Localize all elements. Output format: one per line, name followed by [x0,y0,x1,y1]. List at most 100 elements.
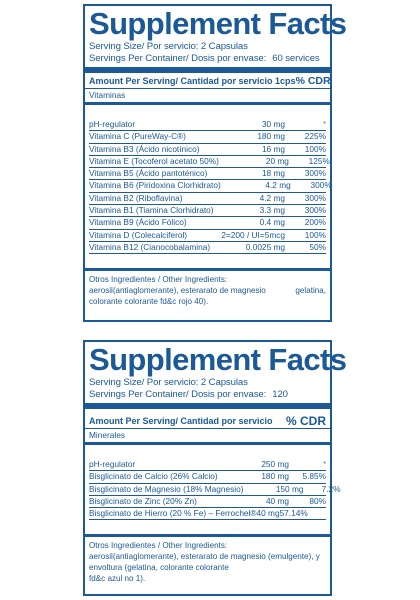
other-ingredients: Otros Ingredientes / Other Ingredients: … [89,537,326,584]
table-row: Vitamina C (PureWay-C®) 180 mg 225% [89,131,326,144]
table-row: Vitamina B2 (Riboflavina) 4.2 mg 300% [89,192,326,206]
other-ingredients-line: colorante colorante fd&c rojo 40). [89,297,209,307]
nutrient-name: Vitamina B1 (Tiamina Clorhidrato) [89,205,214,216]
nutrient-pct: 50% [309,241,326,252]
servings-label: Servings Per Container/ Dosis por envase… [89,52,267,64]
nutrient-amount: 4.2 mg [259,192,285,203]
nutrient-amount: 0.4 mg [259,217,285,228]
table-header: Amount Per Serving/ Cantidad por servici… [89,73,331,88]
other-ingredients-line: fd&c azul no 1). [89,574,146,584]
divider-mid [85,534,330,538]
table-row: Vitamina B9 (Ácido Fólico) 0.4 mg 200% [89,217,326,230]
other-ingredients: Otros Ingredientes / Other Ingredients: … [89,271,326,307]
table-row: Bisglicinato de Magnesio (18% Magnesio) 1… [89,483,341,496]
nutrient-amount: 0.0025 mg [245,241,285,252]
supplement-facts-panel-minerals: Supplement Facts Serving Size/ Por servi… [83,340,347,596]
header-amount: Amount Per Serving/ Cantidad por servici… [89,76,296,86]
nutrient-name: Vitamina B3 (Ácido nicotínico) [89,143,200,154]
servings-value: 60 services [272,52,320,64]
nutrient-name: Vitamina C (PureWay-C®) [89,131,186,142]
servings-per-container: Servings Per Container/ Dosis por envase… [89,389,326,401]
other-ingredients-line: aerosil(antiaglomerante), esterarato de … [89,286,266,296]
servings-value: 120 [272,388,288,400]
table-row: Bisglicinato de Hierro (20 % Fe) – Ferro… [89,508,326,521]
nutrient-pct: 200% [304,217,326,228]
other-ingredients-line: envoltura (gelatina, colorante colorante [89,563,229,573]
divider-thick [85,403,330,409]
table-row: Vitamina B12 (Cianocobalamina) 0.0025 mg 5… [89,241,326,255]
other-ingredients-title: Otros Ingredientes / Other Ingredients: [89,541,228,551]
nutrient-table: pH-regulator 30 mg * Vitamina C (PureWay-C®… [89,119,332,255]
nutrient-pct: * [323,121,326,128]
section-label: Minerales [89,430,125,440]
table-row: Vitamina E (Tocoferol acetato 50%) 20 mg 1… [89,155,330,169]
table-row: Vitamina B6 (Piridoxina Clorhidrato) 4.2 … [89,180,332,193]
header-pct: % CDR [285,414,326,428]
nutrient-amount: 30 mg [261,119,285,129]
nutrient-amount: 4.2 mg [265,180,291,191]
nutrient-name: Vitamina B2 (Riboflavina) [89,192,183,203]
panel-title: Supplement Facts [89,342,347,377]
nutrient-pct: 100% [304,229,326,240]
panel-title: Supplement Facts [89,6,347,41]
divider-thick [85,67,330,73]
serving-size: Serving Size/ Por servicio: 2 Capsulas [89,377,248,388]
nutrient-amount: 20 mg [265,155,289,166]
nutrient-pct: 300% [304,205,326,216]
nutrient-name: Bisglicinato de Hierro (20 % Fe) – Ferro… [89,508,308,519]
nutrient-amount: 40 mg [265,495,289,506]
nutrient-name: Vitamina B9 (Ácido Fólico) [89,217,187,228]
other-ingredients-title: Otros Ingredientes / Other Ingredients: [89,275,228,285]
table-row: pH-regulator 30 mg * [89,119,326,132]
nutrient-pct: 300% [304,192,326,203]
divider-mid [85,442,330,445]
table-header: Amount Per Serving/ Cantidad por servici… [89,409,326,428]
nutrient-name: Vitamina B5 (Ácido pantoténico) [89,168,208,179]
nutrient-pct [368,508,405,519]
nutrient-amount: 18 mg [261,168,285,179]
nutrient-name: Vitamina D (Colecalciferol) [89,229,188,240]
nutrient-pct: 300% [304,168,326,179]
nutrient-name: pH-regulator [89,119,136,129]
table-row: Vitamina B5 (Ácido pantoténico) 18 mg 300% [89,168,326,181]
servings-per-container: Servings Per Container/ Dosis por envase… [89,53,326,65]
nutrient-name: Vitamina B6 (Piridoxina Clorhidrato) [89,180,221,191]
serving-size: Serving Size/ Por servicio: 2 Capsulas [89,41,248,52]
divider-mid [85,268,330,272]
nutrient-amount: 2=200 / UI=5mcg [221,229,285,240]
nutrient-pct: * [323,461,326,468]
header-pct: % CDR [295,75,331,87]
nutrient-name: Vitamina B12 (Cianocobalamina) [89,241,211,252]
header-amount: Amount Per Serving/ Cantidad por servici… [89,416,273,426]
nutrient-name: Vitamina E (Tocoferol acetato 50%) [89,155,219,166]
other-ingredients-line: aerosil(antiaglomerante), esterarato de … [89,552,320,562]
nutrient-amount [308,508,368,519]
nutrient-pct: 5.85% [302,471,326,482]
divider-thin [85,428,330,429]
table-row: Vitamina D (Colecalciferol) 2=200 / UI=5m… [89,230,326,242]
nutrient-amount: 3.3 mg [259,205,285,216]
table-row: Bisglicinato de Zinc (20% Zn) 40 mg 80% [89,495,326,509]
nutrient-pct: 7.2% [321,483,341,494]
nutrient-pct: 100% [304,143,326,154]
section-label: Vitaminas [89,90,126,100]
nutrient-amount: 180 mg [257,131,285,142]
table-row: Vitamina B1 (Tiamina Clorhidrato) 3.3 mg 3… [89,205,326,218]
divider-thin [85,88,330,89]
nutrient-amount: 16 mg [261,143,285,154]
nutrient-pct: 80% [309,495,326,506]
nutrient-name: Bisglicinato de Calcio (26% Calcio) [89,471,218,482]
servings-label: Servings Per Container/ Dosis por envase… [89,388,267,400]
nutrient-pct: 300% [310,180,332,191]
nutrient-name: Bisglicinato de Magnesio (18% Magnesio) [89,483,244,494]
nutrient-amount: 180 mg [261,471,289,482]
table-row: Bisglicinato de Calcio (26% Calcio) 180 m… [89,471,326,484]
nutrient-pct: 125% [308,155,330,166]
divider-mid [85,102,330,105]
supplement-facts-panel-vitamins: Supplement Facts Serving Size/ Por servi… [83,4,347,322]
nutrient-table: pH-regulator 250 mg * Bisglicinato de Calci… [89,459,341,521]
nutrient-name: pH-regulator [89,459,136,469]
nutrient-name: Bisglicinato de Zinc (20% Zn) [89,495,197,506]
table-row: Vitamina B3 (Ácido nicotínico) 16 mg 100% [89,144,326,156]
nutrient-amount: 150 mg [275,483,304,494]
